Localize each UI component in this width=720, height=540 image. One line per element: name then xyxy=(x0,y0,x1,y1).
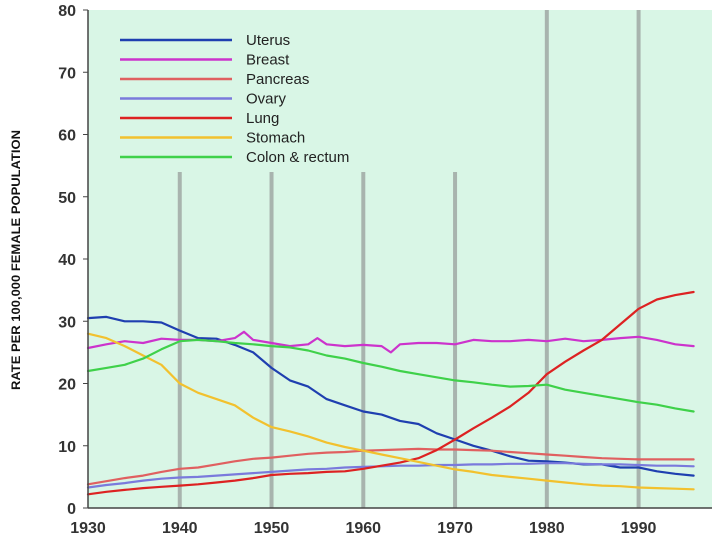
series-line-stomach xyxy=(86,332,695,491)
x-tick-labels: 1930 1940 1950 1960 1970 1980 1990 xyxy=(70,520,656,537)
x-tick-label-1990: 1990 xyxy=(621,520,657,537)
legend-label-ovary: Ovary xyxy=(246,91,287,108)
y-tick-label-20: 20 xyxy=(58,377,76,394)
x-tick-label-1940: 1940 xyxy=(162,520,198,537)
legend-label-uterus: Uterus xyxy=(246,32,290,49)
x-tick-label-1970: 1970 xyxy=(437,520,473,537)
y-tick-label-0: 0 xyxy=(67,501,76,518)
series-lines xyxy=(86,290,695,496)
y-tick-label-50: 50 xyxy=(58,190,76,207)
y-axis-label: RATE PER 100,000 FEMALE POPULATION xyxy=(9,130,23,390)
plot-background xyxy=(88,10,712,508)
legend-label-stomach: Stomach xyxy=(246,130,305,147)
x-tick-label-1980: 1980 xyxy=(529,520,565,537)
series-line-ovary xyxy=(86,462,695,489)
legend-label-colon-rectum: Colon & rectum xyxy=(246,149,349,166)
y-tick-label-60: 60 xyxy=(58,128,76,145)
legend-label-pancreas: Pancreas xyxy=(246,71,309,88)
x-tick-label-1950: 1950 xyxy=(254,520,290,537)
x-tick-label-1930: 1930 xyxy=(70,520,106,537)
y-tick-label-40: 40 xyxy=(58,252,76,269)
y-tick-label-70: 70 xyxy=(58,65,76,82)
legend: Uterus Breast Pancreas Ovary Lung Stomach Colo… xyxy=(120,32,349,166)
y-tick-label-80: 80 xyxy=(58,3,76,20)
y-tick-label-30: 30 xyxy=(58,314,76,331)
y-tick-labels: 0 10 20 30 40 50 60 70 80 xyxy=(58,3,88,518)
series-line-lung xyxy=(86,290,695,496)
x-tick-label-1960: 1960 xyxy=(345,520,381,537)
legend-label-lung: Lung xyxy=(246,110,279,127)
series-line-colon-rectum xyxy=(86,338,695,413)
grid-lines xyxy=(177,10,641,508)
legend-label-breast: Breast xyxy=(246,52,290,69)
series-line-pancreas xyxy=(86,447,695,486)
y-tick-label-10: 10 xyxy=(58,439,76,456)
